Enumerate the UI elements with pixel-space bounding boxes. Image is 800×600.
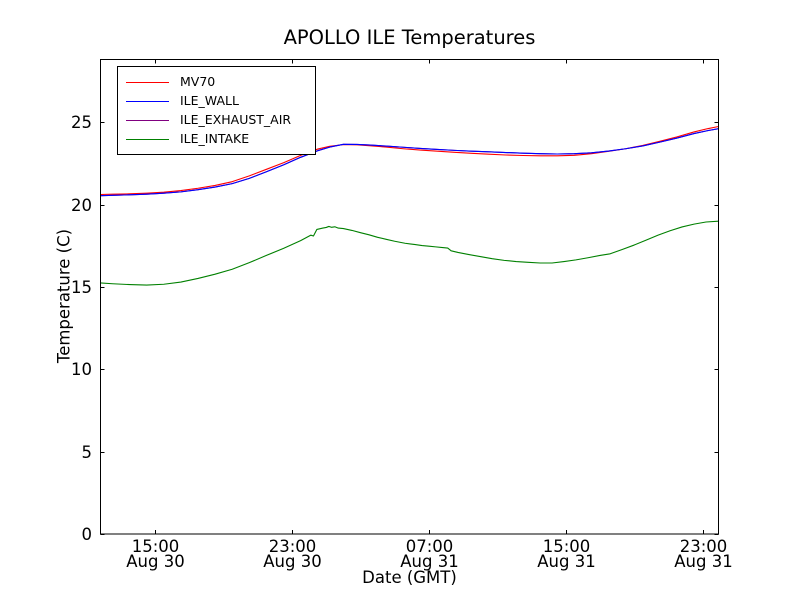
x-tick-time: 23:00 (680, 537, 728, 556)
series-line-ILE_INTAKE (99, 220, 720, 286)
axis-ticks (100, 59, 719, 535)
series-line-ILE_WALL (99, 128, 720, 197)
y-tick-label: 5 (82, 443, 93, 462)
x-tick-date: Aug 31 (537, 552, 595, 571)
x-tick-date: Aug 30 (126, 552, 184, 571)
x-tick-time: 07:00 (406, 537, 454, 556)
y-tick-label: 15 (71, 278, 92, 297)
x-tick-time: 15:00 (543, 537, 591, 556)
legend-row: MV70 (126, 73, 315, 92)
legend-label-mv70: MV70 (180, 74, 216, 90)
legend-swatch-ile-exhaust-air (126, 120, 169, 121)
axes-frame (100, 59, 719, 535)
y-tick-label: 25 (71, 113, 92, 132)
y-tick-label: 10 (71, 360, 92, 379)
x-tick-time: 15:00 (132, 537, 180, 556)
legend-row: ILE_EXHAUST_AIR (126, 111, 315, 130)
x-tick-date: Aug 30 (263, 552, 321, 571)
legend-row: ILE_INTAKE (126, 130, 315, 149)
y-axis-label-text: Temperature (C) (54, 228, 74, 364)
legend-swatch-mv70 (126, 82, 169, 83)
series-lines (99, 125, 720, 286)
y-tick-label: 0 (82, 525, 93, 544)
legend-swatch-ile-intake (126, 139, 169, 140)
x-tick-date: Aug 31 (400, 552, 458, 571)
legend-label-ile-wall: ILE_WALL (180, 93, 239, 109)
y-tick-label: 20 (71, 196, 92, 215)
x-axis-label: Date (GMT) (362, 568, 457, 587)
legend-label-ile-exhaust-air: ILE_EXHAUST_AIR (180, 112, 292, 128)
x-tick-date: Aug 31 (674, 552, 732, 571)
legend-row: ILE_WALL (126, 92, 315, 111)
legend-label-ile-intake: ILE_INTAKE (180, 131, 250, 147)
chart-title: APOLLO ILE Temperatures (283, 26, 536, 49)
x-tick-time: 23:00 (269, 537, 317, 556)
legend-swatch-ile-wall (126, 101, 169, 102)
legend: MV70 ILE_WALL ILE_EXHAUST_AIR ILE_INTAKE (117, 66, 316, 155)
